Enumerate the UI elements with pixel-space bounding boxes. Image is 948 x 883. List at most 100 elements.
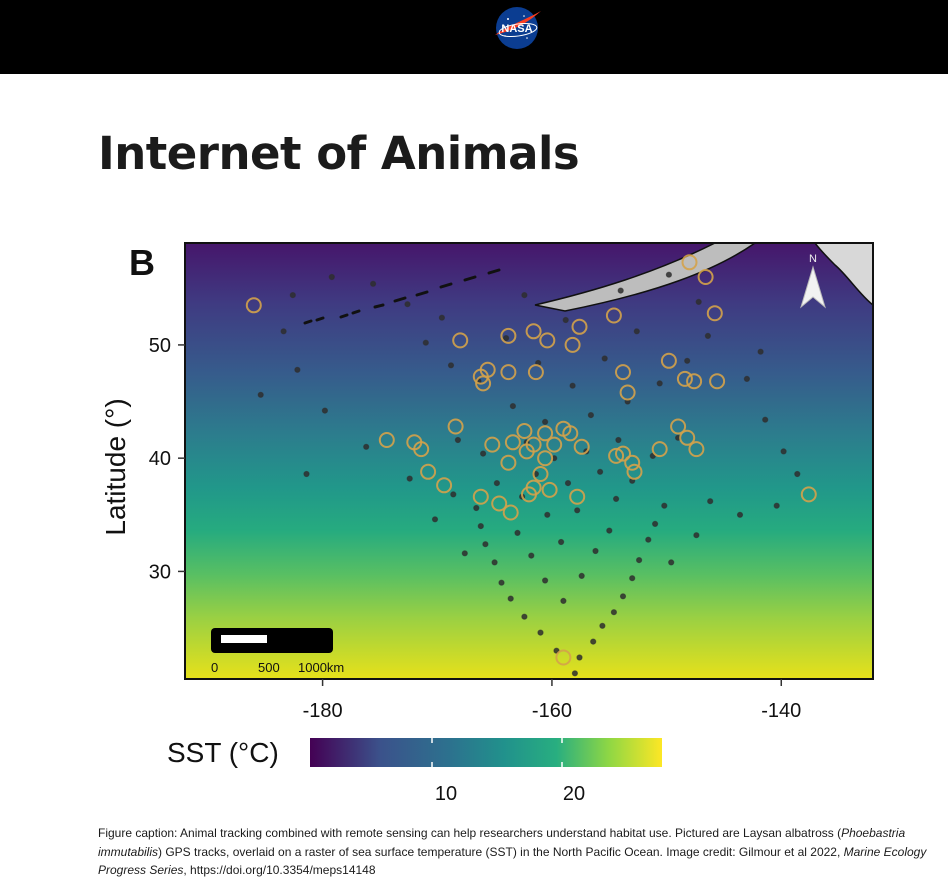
highlight-point <box>569 488 586 505</box>
track-point <box>447 362 455 369</box>
track-point <box>461 550 468 557</box>
highlight-point <box>500 364 517 381</box>
highlight-point <box>527 364 544 381</box>
track-point <box>773 502 780 509</box>
highlight-point <box>452 332 469 349</box>
highlight-point <box>378 432 395 448</box>
highlight-point <box>502 504 519 521</box>
highlight-point <box>518 443 535 460</box>
sst-colorbar: SST (°C) 10 20 <box>167 737 662 805</box>
track-point <box>363 443 370 450</box>
highlight-point <box>573 438 590 455</box>
colorbar-gradient <box>310 738 662 767</box>
y-tick-label: 50 <box>149 335 171 357</box>
colorbar-label: SST (°C) <box>167 737 279 768</box>
track-point <box>636 557 643 564</box>
highlight-point <box>516 423 533 439</box>
track-point <box>668 559 675 566</box>
highlight-point <box>472 488 489 505</box>
track-point <box>289 292 296 299</box>
track-point <box>321 407 328 414</box>
track-point <box>480 450 487 457</box>
track-point <box>684 357 691 364</box>
y-tick-label: 40 <box>149 448 171 470</box>
track-point <box>450 491 457 498</box>
caption-doi: , https://doi.org/10.3354/meps14148 <box>183 863 376 877</box>
track-point <box>438 314 445 321</box>
track-point <box>422 339 429 346</box>
track-point <box>613 495 620 502</box>
highlight-point <box>541 481 558 498</box>
highlight-point <box>504 434 521 451</box>
sst-raster <box>185 243 873 679</box>
track-point <box>498 579 505 586</box>
track-point <box>404 301 411 308</box>
highlight-point <box>546 436 563 453</box>
track-point <box>597 468 604 475</box>
track-point <box>693 532 700 539</box>
highlight-point <box>679 429 696 446</box>
plot-frame <box>184 242 874 680</box>
track-point <box>303 470 310 478</box>
track-point <box>294 366 301 373</box>
page-title: Internet of Animals <box>98 127 580 180</box>
track-point <box>542 577 549 584</box>
sst-albatross-figure: B 0 500 1000km N -180 -160 -140 30 40 50 Lat… <box>100 242 874 805</box>
x-axis: -180 -160 -140 <box>303 679 801 722</box>
scale-label-500: 500 <box>258 660 280 675</box>
track-point <box>280 328 287 335</box>
y-axis-label: Latitude (°) <box>100 398 131 535</box>
highlight-point <box>615 364 631 381</box>
y-axis: 30 40 50 <box>149 335 185 583</box>
figure-caption: Figure caption: Animal tracking combined… <box>98 824 938 880</box>
track-point <box>619 593 627 600</box>
track-point <box>633 328 640 335</box>
track-point <box>704 332 712 340</box>
highlight-point <box>697 269 714 285</box>
highlight-point <box>532 466 549 482</box>
track-point <box>503 335 510 342</box>
track-point <box>599 622 606 629</box>
highlight-point <box>660 352 677 369</box>
highlight-point <box>420 463 437 480</box>
highlight-point <box>564 336 581 353</box>
track-point <box>537 629 544 636</box>
track-point <box>521 613 528 620</box>
highlight-point <box>562 425 579 442</box>
highlight-point <box>447 418 464 435</box>
track-point <box>592 547 599 555</box>
highlight-point <box>245 297 262 314</box>
track-point <box>477 523 484 530</box>
track-point <box>491 559 498 566</box>
highlight-point <box>436 477 453 494</box>
highlight-point <box>571 318 588 335</box>
track-point <box>587 412 594 419</box>
track-point <box>528 552 535 559</box>
track-point <box>762 416 769 423</box>
north-arrow-icon: N <box>800 253 826 309</box>
highlight-point <box>500 327 517 344</box>
highlight-point <box>706 305 723 322</box>
track-point <box>576 654 583 661</box>
track-point <box>707 498 714 505</box>
track-point <box>521 292 528 299</box>
highlight-point <box>413 441 430 458</box>
track-point <box>542 418 549 425</box>
highlight-point <box>681 254 698 271</box>
highlight-point <box>537 450 554 467</box>
highlight-point <box>608 447 625 464</box>
track-point <box>601 355 608 362</box>
track-point <box>571 670 578 677</box>
highlight-point <box>525 479 542 496</box>
track-point <box>370 280 377 287</box>
aleutian-islands <box>303 268 501 325</box>
colorbar-tick-20: 20 <box>563 783 585 805</box>
track-point <box>328 273 335 281</box>
highlight-point <box>484 436 501 453</box>
scale-label-0: 0 <box>211 660 218 675</box>
nasa-meatball-icon[interactable]: NASA <box>491 5 543 51</box>
site-header: NASA <box>0 0 948 74</box>
panel-label: B <box>129 242 155 283</box>
track-point <box>665 271 673 278</box>
track-point <box>493 480 500 487</box>
